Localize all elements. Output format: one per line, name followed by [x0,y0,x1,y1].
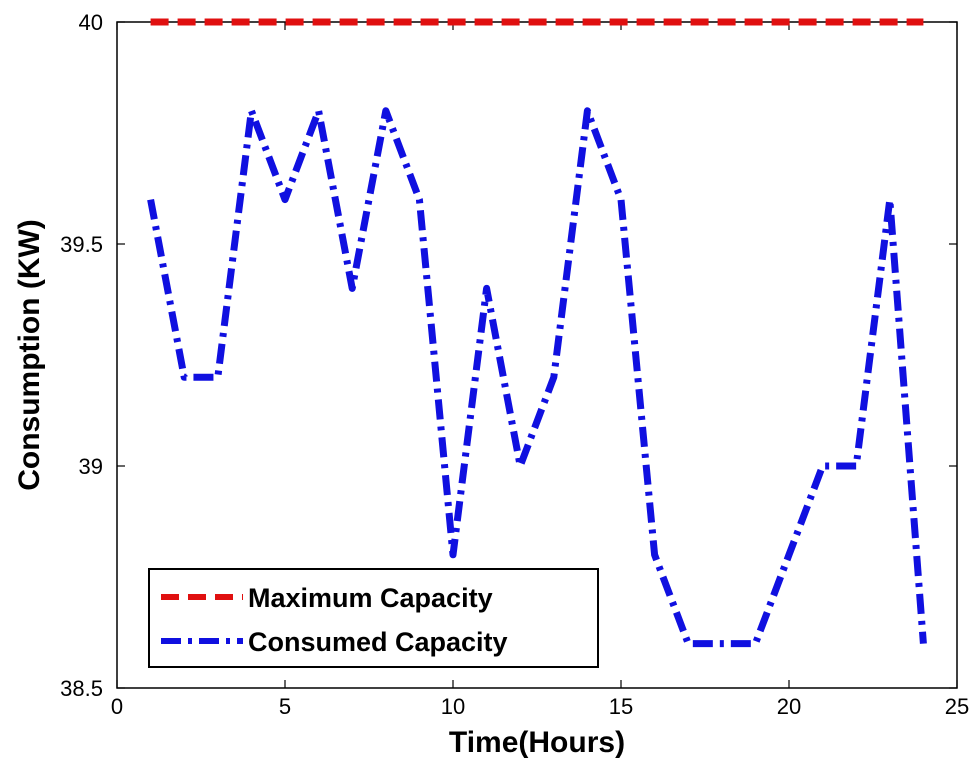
x-axis-title: Time(Hours) [449,726,625,759]
y-tick-label: 39 [79,454,103,479]
series-group [147,18,927,648]
legend: Maximum Capacity Consumed Capacity [148,568,599,668]
x-tick-label: 5 [279,694,291,719]
x-tick-label: 20 [777,694,801,719]
x-tick-label: 25 [945,694,969,719]
x-tick-label: 0 [111,694,123,719]
y-tick-label: 38.5 [60,676,103,701]
legend-label-maximum-capacity: Maximum Capacity [248,583,493,613]
legend-label-consumed-capacity: Consumed Capacity [248,627,508,657]
x-tick-label: 15 [609,694,633,719]
series-line-consumed-capacity [147,107,927,648]
legend-box [148,568,599,668]
y-axis-title: Consumption (KW) [13,219,46,491]
y-tick-label: 40 [79,10,103,35]
x-tick-label: 10 [441,694,465,719]
y-tick-label: 39.5 [60,232,103,257]
